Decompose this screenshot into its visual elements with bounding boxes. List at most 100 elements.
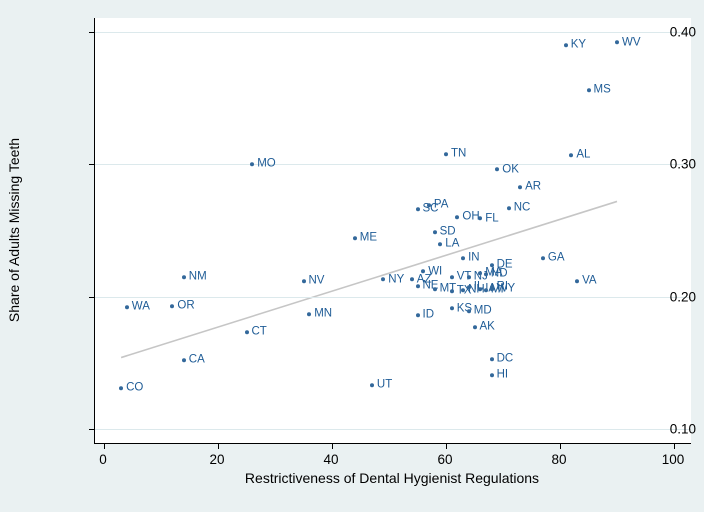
- x-tick-label: 20: [209, 452, 225, 467]
- data-point-id: ID: [415, 308, 435, 321]
- y-tick-label: 0.40: [669, 24, 696, 40]
- state-label: NY: [388, 272, 405, 285]
- marker-dot: [489, 286, 494, 291]
- data-point-co: CO: [119, 382, 143, 394]
- marker-dot: [426, 203, 431, 208]
- data-point-ok: OK: [495, 162, 519, 176]
- data-point-ct: CT: [244, 326, 267, 339]
- data-point-ne: NE: [415, 280, 438, 292]
- state-label: TN: [451, 147, 467, 160]
- state-label: WI: [428, 264, 443, 277]
- data-point-va: VA: [575, 275, 597, 287]
- data-point-mi: MI: [483, 284, 504, 296]
- marker-dot: [415, 207, 420, 212]
- marker-dot: [472, 325, 477, 330]
- data-point-sd: SD: [432, 226, 456, 238]
- state-label: NC: [513, 201, 531, 214]
- state-label: MT: [439, 282, 457, 294]
- state-label: VT: [456, 270, 472, 283]
- marker-dot: [415, 313, 420, 318]
- marker-dot: [455, 215, 460, 220]
- marker-dot: [244, 330, 249, 335]
- gridline: [95, 32, 691, 34]
- x-tick-label: 60: [437, 452, 453, 467]
- marker-dot: [489, 356, 494, 361]
- marker-dot: [381, 277, 386, 282]
- data-point-nv: NV: [301, 275, 324, 287]
- data-point-ak: AK: [472, 321, 495, 333]
- state-label: MD: [473, 304, 492, 317]
- state-label: MO: [257, 157, 276, 170]
- data-point-ca: CA: [181, 353, 205, 366]
- gridline: [95, 296, 691, 298]
- x-tick: [104, 444, 105, 449]
- marker-dot: [119, 385, 124, 390]
- state-label: DC: [496, 352, 514, 365]
- marker-dot: [615, 40, 619, 45]
- y-tick: [89, 164, 94, 166]
- state-label: NM: [188, 270, 207, 283]
- data-point-in: IN: [461, 251, 480, 265]
- x-tick-label: 80: [551, 452, 567, 467]
- data-point-ms: MS: [586, 83, 611, 97]
- y-tick: [89, 429, 94, 430]
- data-point-nm: NM: [181, 270, 207, 283]
- state-label: CO: [126, 381, 144, 394]
- state-label: MA: [485, 266, 503, 279]
- state-label: MN: [314, 307, 333, 320]
- state-label: CA: [188, 353, 205, 366]
- marker-dot: [421, 269, 426, 274]
- x-tick-label: 100: [661, 452, 685, 467]
- data-point-oh: OH: [455, 211, 480, 224]
- data-point-pa: PA: [426, 198, 449, 212]
- data-point-nd: ND: [483, 268, 508, 280]
- data-point-or: OR: [170, 300, 195, 312]
- trend-line: [120, 200, 618, 359]
- state-label: ID: [422, 308, 435, 321]
- state-label: HI: [496, 368, 509, 380]
- marker-dot: [449, 306, 454, 311]
- state-label: GA: [547, 251, 565, 264]
- marker-dot: [489, 262, 494, 267]
- state-label: AZ: [416, 272, 432, 285]
- data-point-ut: UT: [369, 379, 392, 392]
- data-point-me: ME: [352, 232, 377, 245]
- marker-dot: [409, 277, 414, 282]
- marker-dot: [170, 303, 175, 308]
- state-label: PA: [433, 198, 449, 211]
- marker-dot: [124, 305, 129, 310]
- marker-dot: [563, 43, 568, 48]
- marker-dot: [478, 270, 483, 275]
- data-point-wv: WV: [615, 36, 641, 49]
- marker-dot: [478, 216, 483, 221]
- state-label: NJ: [473, 270, 488, 283]
- data-point-hi: HI: [489, 368, 509, 381]
- state-label: IN: [468, 251, 480, 264]
- marker-dot: [432, 286, 437, 291]
- x-tick-label: 40: [323, 452, 339, 467]
- marker-dot: [495, 167, 500, 172]
- y-tick-label: 0.30: [669, 156, 696, 172]
- state-label: KY: [570, 38, 587, 51]
- gridline: [95, 164, 691, 166]
- data-point-ar: AR: [518, 181, 541, 193]
- data-point-ky: KY: [563, 38, 587, 52]
- state-label: VA: [582, 274, 597, 287]
- y-tick: [89, 296, 94, 298]
- data-point-md: MD: [466, 304, 492, 318]
- marker-dot: [444, 151, 448, 156]
- data-point-ma: MA: [478, 267, 502, 279]
- data-point-az: AZ: [409, 272, 432, 286]
- data-point-sc: SC: [415, 203, 438, 216]
- data-point-mn: MN: [307, 308, 332, 320]
- state-label: NH: [468, 283, 485, 296]
- marker-dot: [569, 153, 574, 158]
- state-label: MS: [593, 83, 611, 96]
- marker-dot: [466, 285, 471, 290]
- data-point-al: AL: [569, 149, 590, 161]
- marker-dot: [466, 274, 471, 279]
- marker-dot: [586, 88, 591, 93]
- state-label: OK: [502, 162, 519, 175]
- data-point-dc: DC: [489, 352, 514, 365]
- data-point-fl: FL: [478, 212, 499, 225]
